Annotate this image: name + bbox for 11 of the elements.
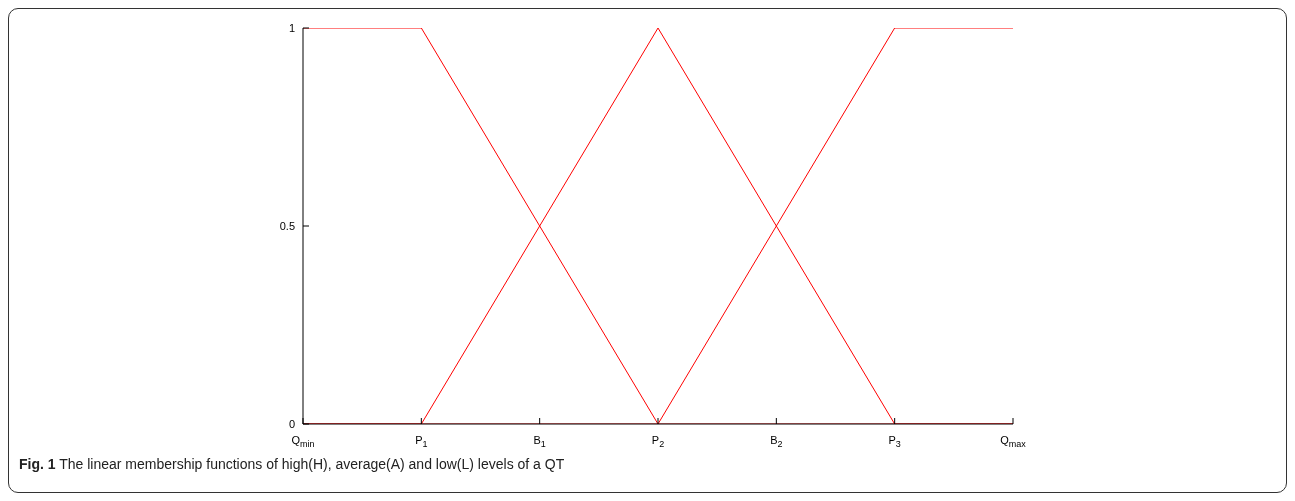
x-tick-label: P$_{2}$: [651, 434, 665, 449]
x-tick-label: Q$_{min}$: [291, 434, 315, 449]
x-tick-label: P$_{3}$: [888, 434, 901, 449]
x-tick-label: P$_{1}$: [415, 434, 428, 449]
caption: Fig. 1 The linear membership functions of high(H), average(A) and low(L) levels of a QT: [19, 456, 565, 472]
x-tick-label: B$_{1}$: [533, 434, 546, 449]
y-tick-label: 1: [288, 21, 295, 34]
y-tick-label: 0.5: [279, 219, 295, 232]
x-tick-label: B$_{2}$: [770, 434, 783, 449]
y-tick-label: 0: [288, 417, 295, 430]
x-tick-label: Q$_{max}$: [1000, 434, 1027, 449]
